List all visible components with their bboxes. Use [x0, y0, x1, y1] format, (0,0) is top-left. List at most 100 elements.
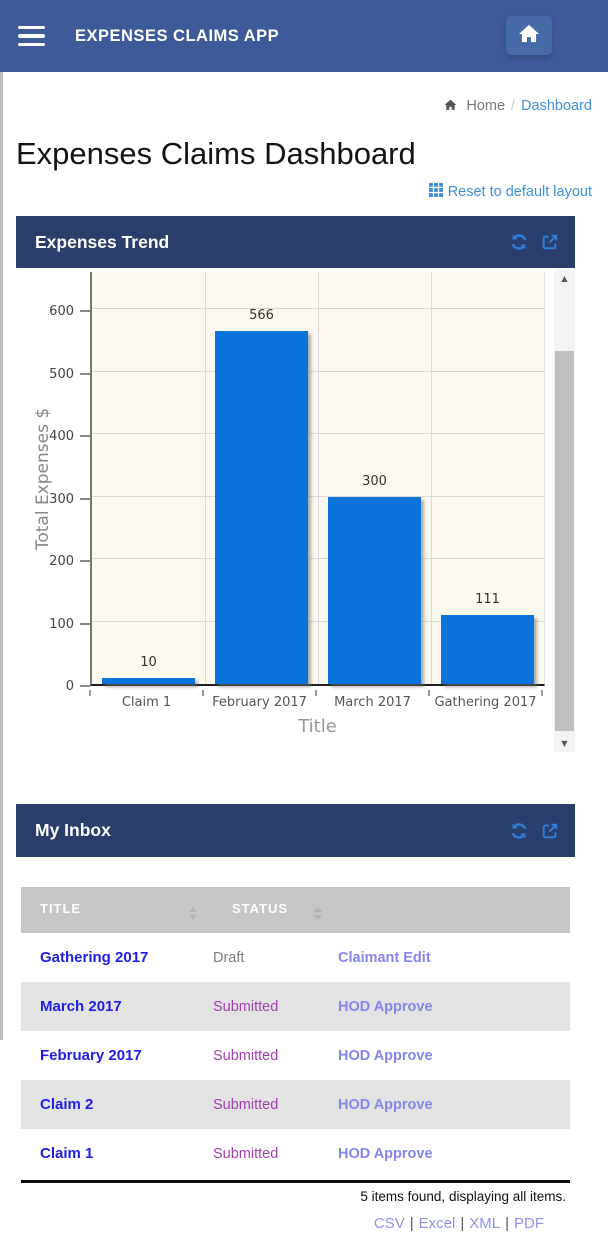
- refresh-icon: [511, 234, 527, 250]
- export-separator: |: [505, 1215, 509, 1232]
- x-tick-label: Gathering 2017: [434, 695, 537, 710]
- scroll-up-icon: ▲: [561, 274, 568, 283]
- app-title: EXPENSES CLAIMS APP: [75, 26, 280, 45]
- chart-bar[interactable]: [102, 677, 195, 684]
- y-tick-label: 500: [49, 366, 74, 382]
- export-excel-link[interactable]: Excel: [418, 1215, 456, 1232]
- y-tick-label: 100: [49, 616, 74, 632]
- table-row: March 2017 Submitted HOD Approve: [21, 982, 570, 1031]
- page-title: Expenses Claims Dashboard: [16, 136, 416, 171]
- x-tick-mark: [315, 690, 317, 696]
- inbox-table: TITLE STATUS Gathering 2017 Draft Claima…: [21, 887, 570, 1178]
- expand-button[interactable]: [541, 822, 559, 840]
- y-tick-label: 200: [49, 554, 74, 570]
- bar-value-label: 10: [140, 654, 157, 670]
- breadcrumb-current[interactable]: Dashboard: [521, 98, 592, 114]
- y-tick-mark: [80, 435, 90, 438]
- column-header-title[interactable]: TITLE: [21, 887, 205, 933]
- menu-icon[interactable]: [18, 25, 45, 47]
- export-xml-link[interactable]: XML: [469, 1215, 501, 1232]
- claim-title-link[interactable]: Claim 1: [40, 1144, 94, 1162]
- export-csv-link[interactable]: CSV: [373, 1215, 405, 1232]
- my-inbox-panel: My Inbox: [16, 804, 575, 1238]
- table-row: Gathering 2017 Draft Claimant Edit: [21, 933, 570, 982]
- my-inbox-body: TITLE STATUS Gathering 2017 Draft Claima…: [16, 857, 575, 1238]
- scrollbar-thumb[interactable]: [555, 351, 574, 731]
- y-tick-label: 600: [49, 304, 74, 320]
- breadcrumb: Home / Dashboard: [16, 98, 592, 115]
- external-link-icon: [542, 823, 558, 838]
- scroll-down-button[interactable]: ▼: [554, 735, 575, 752]
- items-summary: 5 items found, displaying all items.: [360, 1189, 566, 1204]
- breadcrumb-home-link[interactable]: Home: [466, 98, 506, 114]
- y-tick-mark: [80, 560, 90, 563]
- column-header-actions: [330, 887, 570, 933]
- refresh-icon: [511, 822, 527, 839]
- x-tick-mark: [541, 690, 543, 696]
- export-separator: |: [460, 1215, 465, 1232]
- y-axis-ticks: 0 100 200 300 400 500 600: [16, 272, 90, 694]
- gridline: [431, 272, 432, 684]
- expenses-trend-chart: Total Expenses $ 0 100 200 300 400 500 600 10 5…: [16, 268, 575, 788]
- breadcrumb-home-icon: [444, 99, 461, 115]
- action-link[interactable]: HOD Approve: [338, 1047, 433, 1064]
- grid-icon: [428, 183, 443, 197]
- bar-value-label: 566: [249, 307, 274, 323]
- column-header-status[interactable]: STATUS: [205, 887, 330, 933]
- sort-icon[interactable]: [314, 906, 322, 920]
- y-tick-label: 0: [65, 679, 74, 694]
- refresh-button[interactable]: [510, 822, 528, 840]
- home-button[interactable]: [506, 16, 552, 55]
- x-axis-title: Title: [298, 716, 337, 737]
- reset-layout-link[interactable]: Reset to default layout: [428, 183, 592, 200]
- status-text: Submitted: [213, 1145, 279, 1162]
- export-options: CSV | Excel | XML | PDF: [21, 1215, 570, 1232]
- left-edge-strip: [0, 72, 3, 1040]
- bar-value-label: 300: [362, 473, 387, 489]
- status-text: Draft: [213, 949, 245, 966]
- y-tick-mark: [80, 372, 90, 375]
- scroll-up-button[interactable]: ▲: [554, 270, 575, 287]
- x-tick-label: Claim 1: [121, 695, 172, 710]
- action-link[interactable]: HOD Approve: [338, 998, 433, 1015]
- chart-bar[interactable]: [215, 330, 308, 684]
- app-navbar: EXPENSES CLAIMS APP: [0, 0, 608, 72]
- home-icon: [518, 24, 540, 47]
- x-tick-label: March 2017: [334, 695, 411, 710]
- action-link[interactable]: Claimant Edit: [338, 949, 431, 966]
- refresh-button[interactable]: [510, 233, 528, 251]
- claim-title-link[interactable]: Gathering 2017: [40, 948, 149, 966]
- y-tick-label: 300: [49, 491, 74, 507]
- y-tick-label: 400: [49, 429, 74, 445]
- chart-bar[interactable]: [441, 614, 534, 684]
- gridline: [318, 272, 319, 684]
- table-footer-divider: [21, 1180, 570, 1183]
- y-tick-mark: [80, 622, 90, 625]
- action-link[interactable]: HOD Approve: [338, 1096, 433, 1113]
- gridline: [205, 272, 206, 684]
- status-text: Submitted: [213, 998, 279, 1015]
- panel-title: Expenses Trend: [35, 231, 170, 252]
- claim-title-link[interactable]: February 2017: [40, 1046, 142, 1064]
- bar-value-label: 111: [475, 591, 500, 607]
- claim-title-link[interactable]: Claim 2: [40, 1095, 94, 1113]
- status-text: Submitted: [213, 1047, 279, 1064]
- expenses-trend-panel: Expenses Trend: [16, 216, 575, 788]
- expand-button[interactable]: [541, 233, 559, 251]
- chart-bar[interactable]: [328, 496, 421, 684]
- export-pdf-link[interactable]: PDF: [514, 1215, 544, 1232]
- x-tick-label: February 2017: [212, 695, 307, 710]
- y-tick-mark: [80, 497, 90, 500]
- sort-icon[interactable]: [189, 906, 197, 920]
- table-row: Claim 2 Submitted HOD Approve: [21, 1080, 570, 1129]
- claim-title-link[interactable]: March 2017: [40, 997, 122, 1015]
- y-tick-mark: [80, 310, 90, 313]
- action-link[interactable]: HOD Approve: [338, 1145, 433, 1162]
- chart-scrollbar[interactable]: ▲ ▼: [554, 270, 575, 752]
- breadcrumb-separator: /: [511, 98, 516, 114]
- table-row: February 2017 Submitted HOD Approve: [21, 1031, 570, 1080]
- x-tick-mark: [89, 690, 91, 696]
- my-inbox-header: My Inbox: [16, 804, 575, 857]
- y-tick-mark: [80, 685, 90, 687]
- x-axis-labels: Claim 1 February 2017 March 2017 Gathering …: [89, 690, 545, 714]
